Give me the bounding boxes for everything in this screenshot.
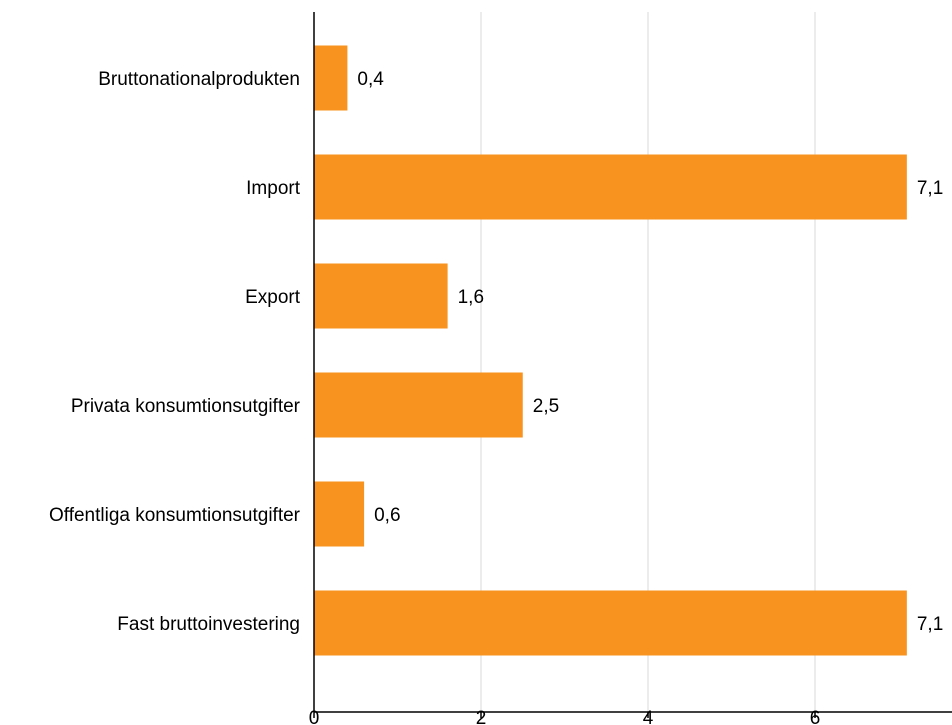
value-label-3: 1,6 xyxy=(458,287,484,308)
category-label-6: Fast bruttoinvestering xyxy=(117,614,300,635)
tick-label-6: 6 xyxy=(810,708,821,725)
tick-label-4: 4 xyxy=(643,708,654,725)
bar-5 xyxy=(314,481,365,547)
tick-label-2: 2 xyxy=(476,708,487,725)
category-label-1: Bruttonationalprodukten xyxy=(98,69,300,90)
bar-2 xyxy=(314,154,907,220)
bar-6 xyxy=(314,590,907,656)
value-label-1: 0,4 xyxy=(357,69,384,90)
bar-3 xyxy=(314,263,448,329)
bar-layer xyxy=(314,45,907,656)
category-label-3: Export xyxy=(245,287,301,308)
bar-1 xyxy=(314,45,348,111)
bar-4 xyxy=(314,372,523,438)
axis-layer xyxy=(313,12,952,718)
value-label-6: 7,1 xyxy=(917,614,943,635)
value-label-2: 7,1 xyxy=(917,178,943,199)
value-label-4: 2,5 xyxy=(533,396,559,417)
category-label-4: Privata konsumtionsutgifter xyxy=(71,396,301,417)
tick-label-0: 0 xyxy=(309,708,320,725)
label-layer: Bruttonationalprodukten 0,4 Import 7,1 Expor… xyxy=(49,69,943,725)
category-label-2: Import xyxy=(246,178,301,199)
category-label-5: Offentliga konsumtionsutgifter xyxy=(49,505,301,526)
value-label-5: 0,6 xyxy=(374,505,400,526)
